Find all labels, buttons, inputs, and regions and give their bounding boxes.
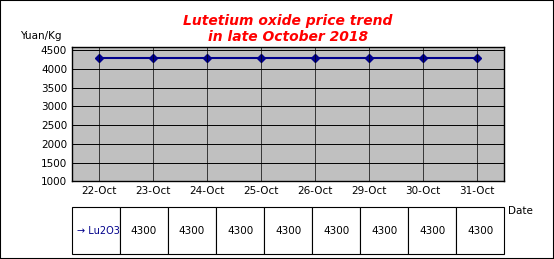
Lu2O3  ≥99.9%	[150, 56, 156, 59]
Lu2O3  ≥99.9%	[474, 56, 480, 59]
Lu2O3  ≥99.9%	[420, 56, 427, 59]
Lu2O3  ≥99.9%	[96, 56, 102, 59]
Lu2O3  ≥99.9%	[258, 56, 264, 59]
Lu2O3  ≥99.9%	[204, 56, 211, 59]
Text: Date: Date	[509, 206, 534, 215]
Line: Lu2O3  ≥99.9%: Lu2O3 ≥99.9%	[96, 55, 480, 61]
Text: Yuan/Kg: Yuan/Kg	[20, 31, 61, 41]
Lu2O3  ≥99.9%	[366, 56, 372, 59]
Title: Lutetium oxide price trend
in late October 2018: Lutetium oxide price trend in late Octob…	[183, 14, 393, 44]
Lu2O3  ≥99.9%	[312, 56, 319, 59]
